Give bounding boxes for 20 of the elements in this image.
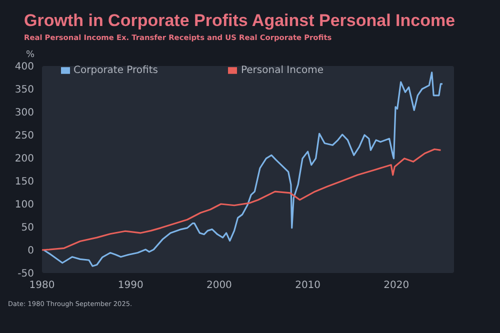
y-tick-label: 250 [14, 130, 34, 142]
y-tick-label: 50 [21, 222, 34, 234]
x-tick-label: 2010 [295, 280, 321, 292]
chart-title: Growth in Corporate Profits Against Personal Income [24, 11, 456, 31]
y-tick-label: 300 [14, 108, 34, 119]
legend-label: Corporate Profits [74, 65, 158, 76]
y-tick-label: 400 [14, 62, 34, 73]
y-tick-label: -50 [18, 268, 34, 280]
y-tick-label: 100 [14, 200, 34, 211]
y-tick-label: 200 [14, 154, 34, 165]
x-tick-label: 1990 [118, 280, 144, 292]
y-axis-title: % [26, 50, 35, 60]
x-tick-label: 1980 [29, 280, 55, 292]
legend-label: Personal Income [240, 65, 324, 76]
y-tick-label: 350 [14, 84, 34, 96]
line-series [42, 148, 442, 251]
y-tick-label: 150 [14, 176, 34, 188]
x-tick-label: 2000 [206, 280, 232, 292]
x-tick-label: 2020 [384, 280, 410, 292]
y-tick-label: 0 [28, 246, 34, 257]
